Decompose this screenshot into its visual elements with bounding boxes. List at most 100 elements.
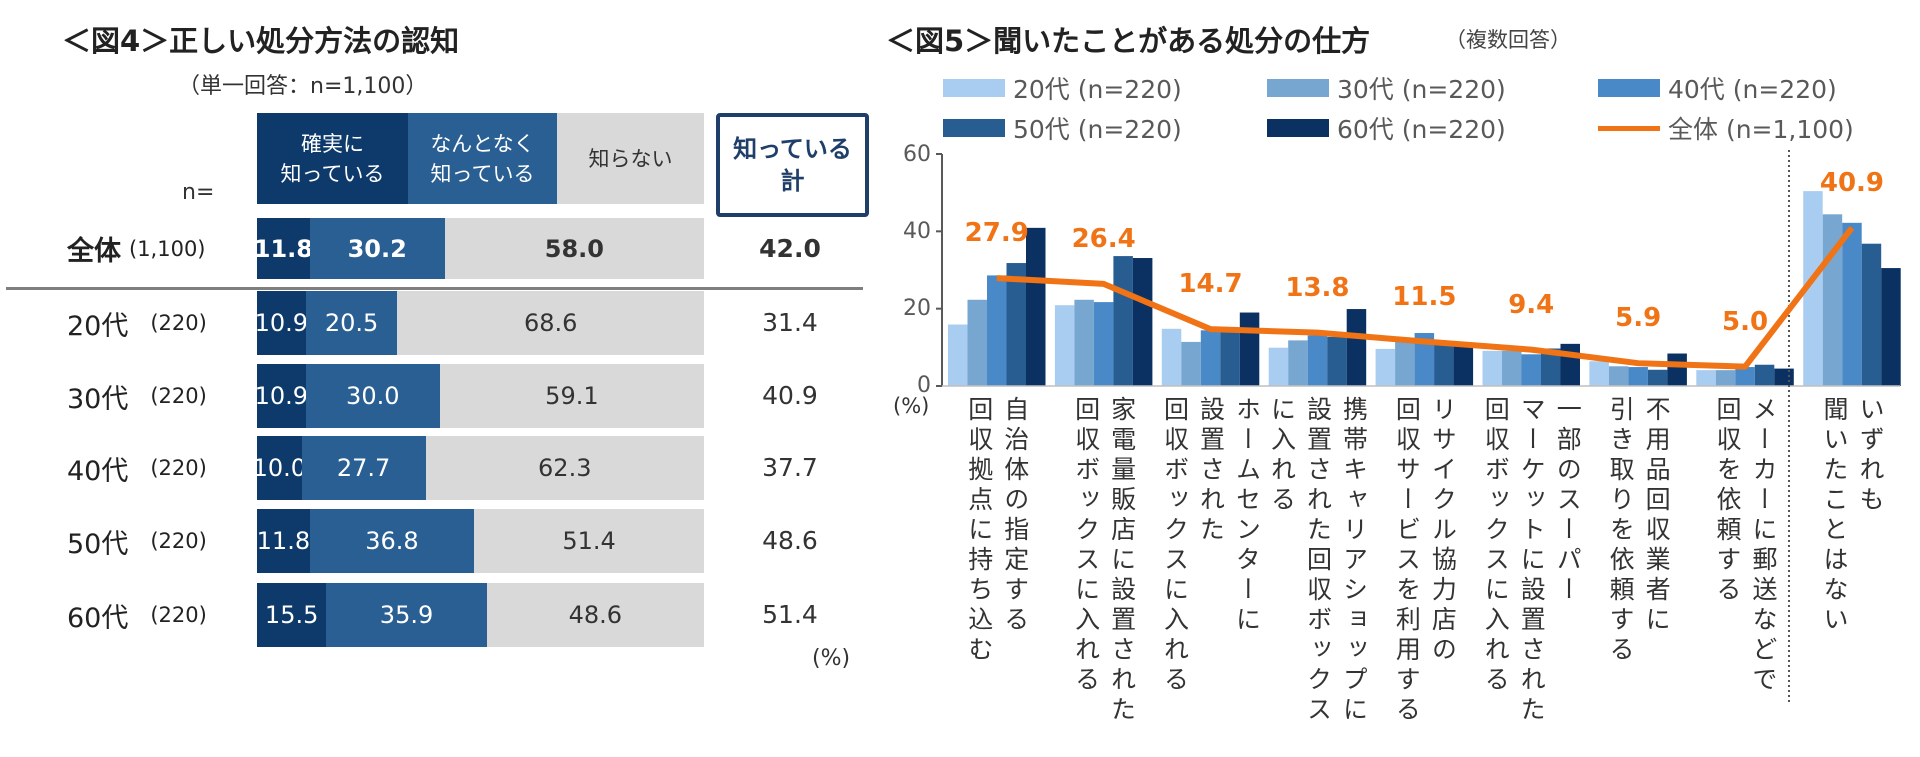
bar <box>1113 256 1133 386</box>
bar <box>1453 346 1474 386</box>
bar <box>1161 328 1182 386</box>
legend-30s: 30代 (n=220) <box>1267 70 1506 106</box>
x-category-label: メーカーに郵送などで 回収を依頼する <box>1713 396 1779 696</box>
bar <box>1502 350 1522 386</box>
x-category-label: 家電量販店に設置された 回収ボックスに入れる <box>1071 396 1137 726</box>
overall-value-label: 27.9 <box>964 218 1029 249</box>
bar <box>1093 302 1114 386</box>
bar <box>1735 367 1755 386</box>
bar-segment-vaguely: 30.0 <box>305 364 440 428</box>
row-n: (220) <box>150 456 207 480</box>
bar <box>1054 305 1075 386</box>
overall-value-label: 11.5 <box>1392 281 1457 312</box>
legend-50s: 50代 (n=220) <box>943 110 1182 146</box>
row-total: 51.4 <box>762 600 818 629</box>
row-total: 31.4 <box>762 308 818 337</box>
bar <box>1307 335 1328 386</box>
bar-segment-dont-know: 68.6 <box>397 291 704 355</box>
row-name: 30代 <box>67 383 129 415</box>
row-total: 42.0 <box>759 233 821 263</box>
bar <box>1667 353 1687 386</box>
overall-value-label: 26.4 <box>1071 223 1136 254</box>
bar <box>1200 330 1221 386</box>
bar <box>1288 340 1308 386</box>
legend-label: 40代 (n=220) <box>1668 75 1837 104</box>
row-label: 20代 (220) <box>67 291 207 355</box>
bar <box>1842 222 1862 386</box>
bar-segment-certainly: 11.8 <box>257 509 310 573</box>
legend-swatch <box>1598 79 1660 97</box>
y-unit-label: (%) <box>893 394 930 418</box>
bar <box>1521 354 1541 386</box>
legend-60s: 60代 (n=220) <box>1267 110 1506 146</box>
bar <box>1074 299 1094 386</box>
bar <box>1181 341 1201 386</box>
bar-segment-dont-know: 48.6 <box>486 583 704 647</box>
header-know-total: 知っている 計 <box>716 113 869 217</box>
bar-segment-certainly: 15.5 <box>257 583 327 647</box>
row-name: 40代 <box>67 455 129 487</box>
legend-swatch <box>1267 79 1329 97</box>
bar <box>948 324 968 386</box>
bar-segment-certainly: 10.0 <box>253 436 306 500</box>
ytick: 60 <box>903 142 931 167</box>
bar <box>1346 309 1367 386</box>
row-label: 40代 (220) <box>67 436 207 500</box>
overall-value-label: 14.7 <box>1178 269 1243 300</box>
bar <box>1589 361 1609 386</box>
fig4-subtitle: （単一回答：n=1,100） <box>178 74 428 99</box>
bar-segment-vaguely: 27.7 <box>301 436 426 500</box>
bar-segment-dont-know: 59.1 <box>439 364 704 428</box>
legend-overall: 全体 (n=1,100) <box>1598 110 1854 146</box>
overall-value-label: 5.9 <box>1615 303 1662 334</box>
bar-segment-dont-know: 62.3 <box>425 436 704 500</box>
bar-segment-certainly: 10.9 <box>255 364 308 428</box>
bar <box>1608 366 1629 386</box>
bar-segment-vaguely: 35.9 <box>326 583 487 647</box>
separator-line <box>6 287 863 290</box>
fig5-title-note: （複数回答） <box>1445 28 1571 52</box>
bar-segment-certainly: 11.8 <box>254 218 313 279</box>
legend-label: 20代 (n=220) <box>1013 75 1182 104</box>
row-name: 60代 <box>67 602 129 634</box>
row-label: 30代 (220) <box>67 364 207 428</box>
legend-label: 50代 (n=220) <box>1013 115 1182 144</box>
legend-label: 全体 (n=1,100) <box>1668 115 1854 144</box>
x-category-label: 一部のスーパー マーケットに設置された 回収ボックスに入れる <box>1481 396 1583 726</box>
legend-label: 30代 (n=220) <box>1337 75 1506 104</box>
x-category-label: 自治体の指定する 回収拠点に持ち込む <box>964 396 1030 666</box>
row-label: 全体 (1,100) <box>67 218 206 279</box>
row-n: (220) <box>150 311 207 335</box>
header-dont-know: 知らない <box>557 113 704 204</box>
overall-value-label: 5.0 <box>1722 306 1769 337</box>
bar <box>1647 369 1668 386</box>
bar <box>1696 370 1716 386</box>
bar <box>1803 191 1823 386</box>
legend-swatch <box>1267 119 1329 137</box>
bar <box>1774 368 1794 386</box>
bar-segment-dont-know: 58.0 <box>444 218 704 279</box>
row-total: 48.6 <box>762 526 818 555</box>
n-label: n= <box>182 180 215 205</box>
ytick: 40 <box>903 219 931 244</box>
bar <box>1239 312 1260 386</box>
bar <box>1434 343 1454 386</box>
legend-20s: 20代 (n=220) <box>943 70 1182 106</box>
bar <box>967 299 987 386</box>
row-total: 37.7 <box>762 453 818 482</box>
bar <box>1414 333 1435 386</box>
bar <box>1395 340 1415 386</box>
bar <box>987 275 1007 386</box>
bar <box>1715 370 1736 386</box>
overall-value-label: 9.4 <box>1508 289 1555 320</box>
bar <box>1327 336 1347 386</box>
bar <box>1541 348 1561 386</box>
header-certainly-know: 確実に 知っている <box>257 113 408 204</box>
bar-segment-vaguely: 20.5 <box>305 291 398 355</box>
bar <box>1861 243 1882 386</box>
row-n: (1,100) <box>129 236 206 261</box>
x-category-label: ホームセンターに 設置された 回収ボックスに入れる <box>1160 396 1262 696</box>
fig4-unit: (%) <box>812 646 851 671</box>
row-n: (220) <box>150 603 207 627</box>
